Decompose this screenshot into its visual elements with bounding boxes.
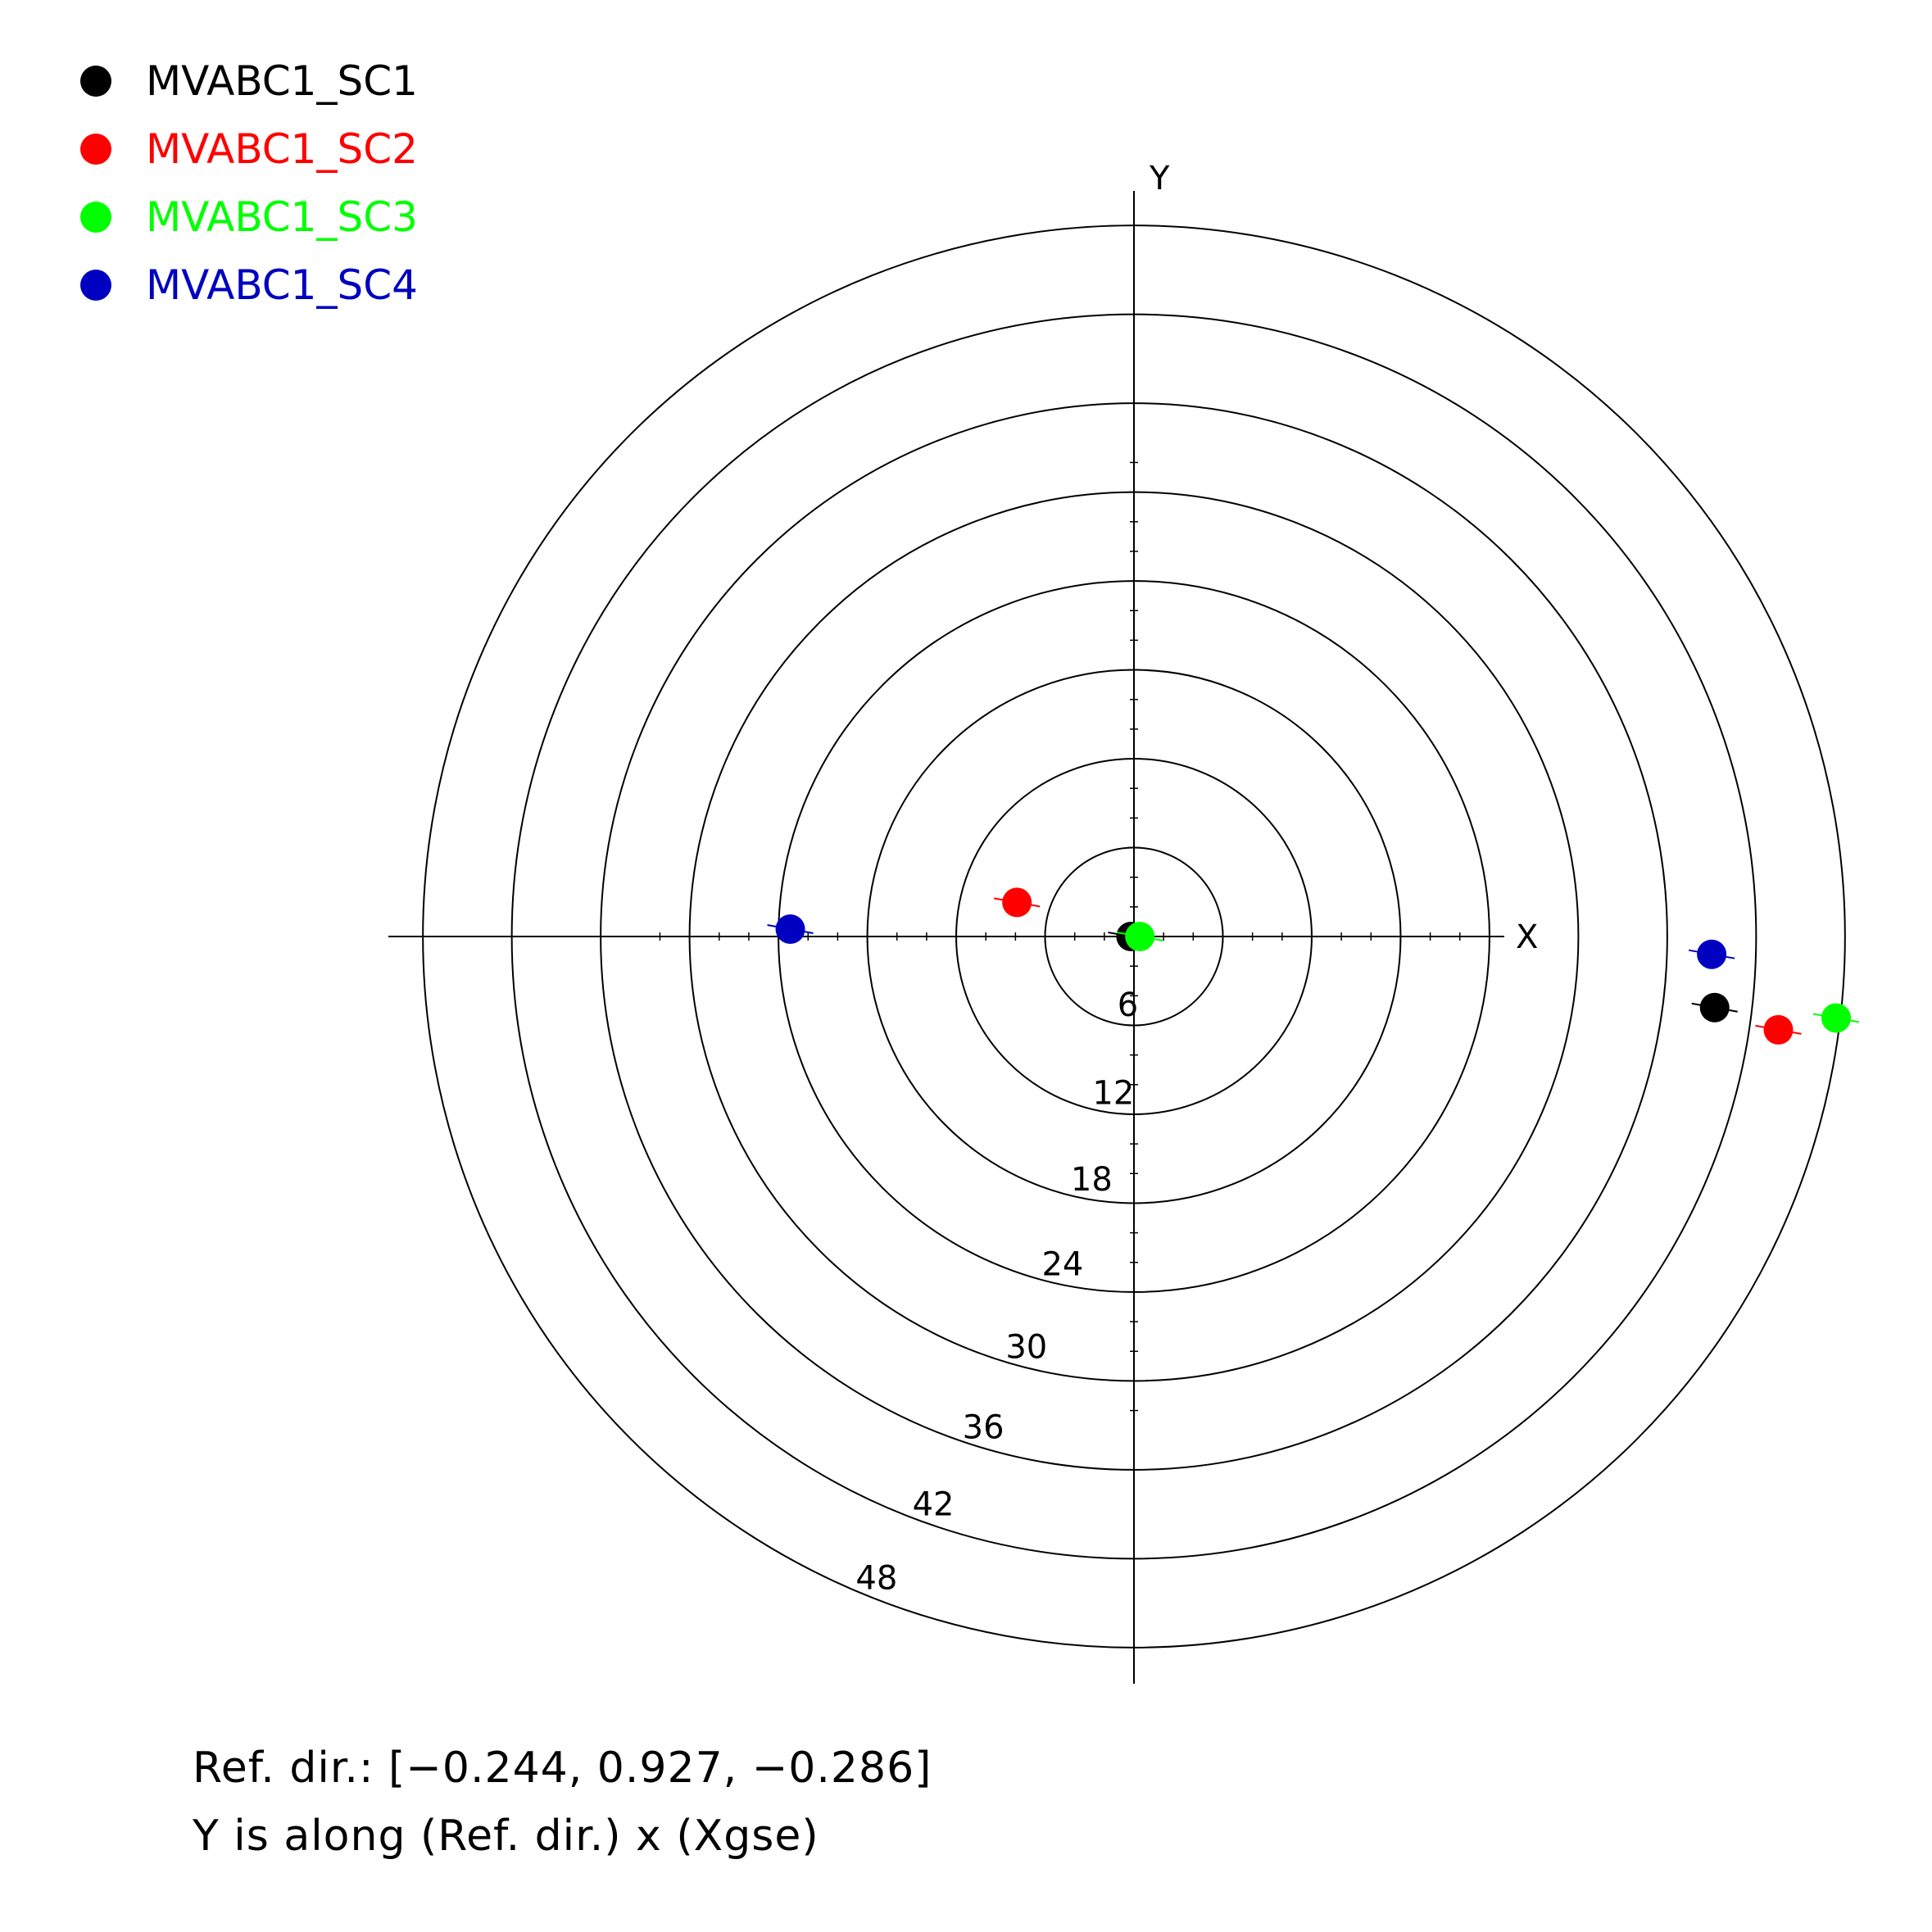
- data-point-sc4-2: [1688, 939, 1735, 969]
- legend-marker-sc1: [80, 66, 111, 97]
- legend-marker-sc4: [80, 270, 111, 301]
- ring-labels: 6 12 18 24 30 36 42 48: [855, 986, 1138, 1597]
- data-points: [767, 887, 1860, 1045]
- axis-definition-text: Y is along (Ref. dir.) x (Xgse): [192, 1812, 819, 1861]
- legend: MVABC1_SC1 MVABC1_SC2 MVABC1_SC3 MVABC1_SC4: [80, 57, 418, 309]
- reference-direction-text: Ref. dir.: [−0.244, 0.927, −0.286]: [193, 1744, 932, 1793]
- data-point-sc4-1: [767, 914, 814, 944]
- ring-label-18: 18: [1071, 1161, 1113, 1199]
- data-point-sc3-1: [1117, 922, 1163, 951]
- y-axis-label: Y: [1149, 160, 1170, 197]
- legend-label-sc4: MVABC1_SC4: [146, 261, 418, 309]
- ring-label-6: 6: [1118, 986, 1138, 1024]
- ring-label-12: 12: [1092, 1074, 1134, 1112]
- data-point-sc2-1: [993, 887, 1041, 918]
- data-point-sc3-2: [1812, 1003, 1860, 1033]
- legend-label-sc2: MVABC1_SC2: [146, 125, 418, 173]
- x-axis-label: X: [1516, 918, 1538, 956]
- ring-label-48: 48: [855, 1559, 897, 1597]
- legend-label-sc3: MVABC1_SC3: [146, 193, 418, 241]
- legend-marker-sc3: [80, 202, 111, 233]
- legend-marker-sc2: [80, 134, 111, 165]
- data-point-sc1-2: [1691, 992, 1738, 1023]
- ring-label-42: 42: [913, 1485, 955, 1523]
- legend-label-sc1: MVABC1_SC1: [146, 57, 418, 105]
- ring-label-36: 36: [963, 1408, 1005, 1446]
- axis-ticks: [659, 461, 1490, 1412]
- ring-label-24: 24: [1041, 1246, 1083, 1284]
- ring-label-30: 30: [1005, 1329, 1047, 1367]
- data-point-sc2-2: [1755, 1014, 1802, 1045]
- plot-axes: [388, 191, 1504, 1684]
